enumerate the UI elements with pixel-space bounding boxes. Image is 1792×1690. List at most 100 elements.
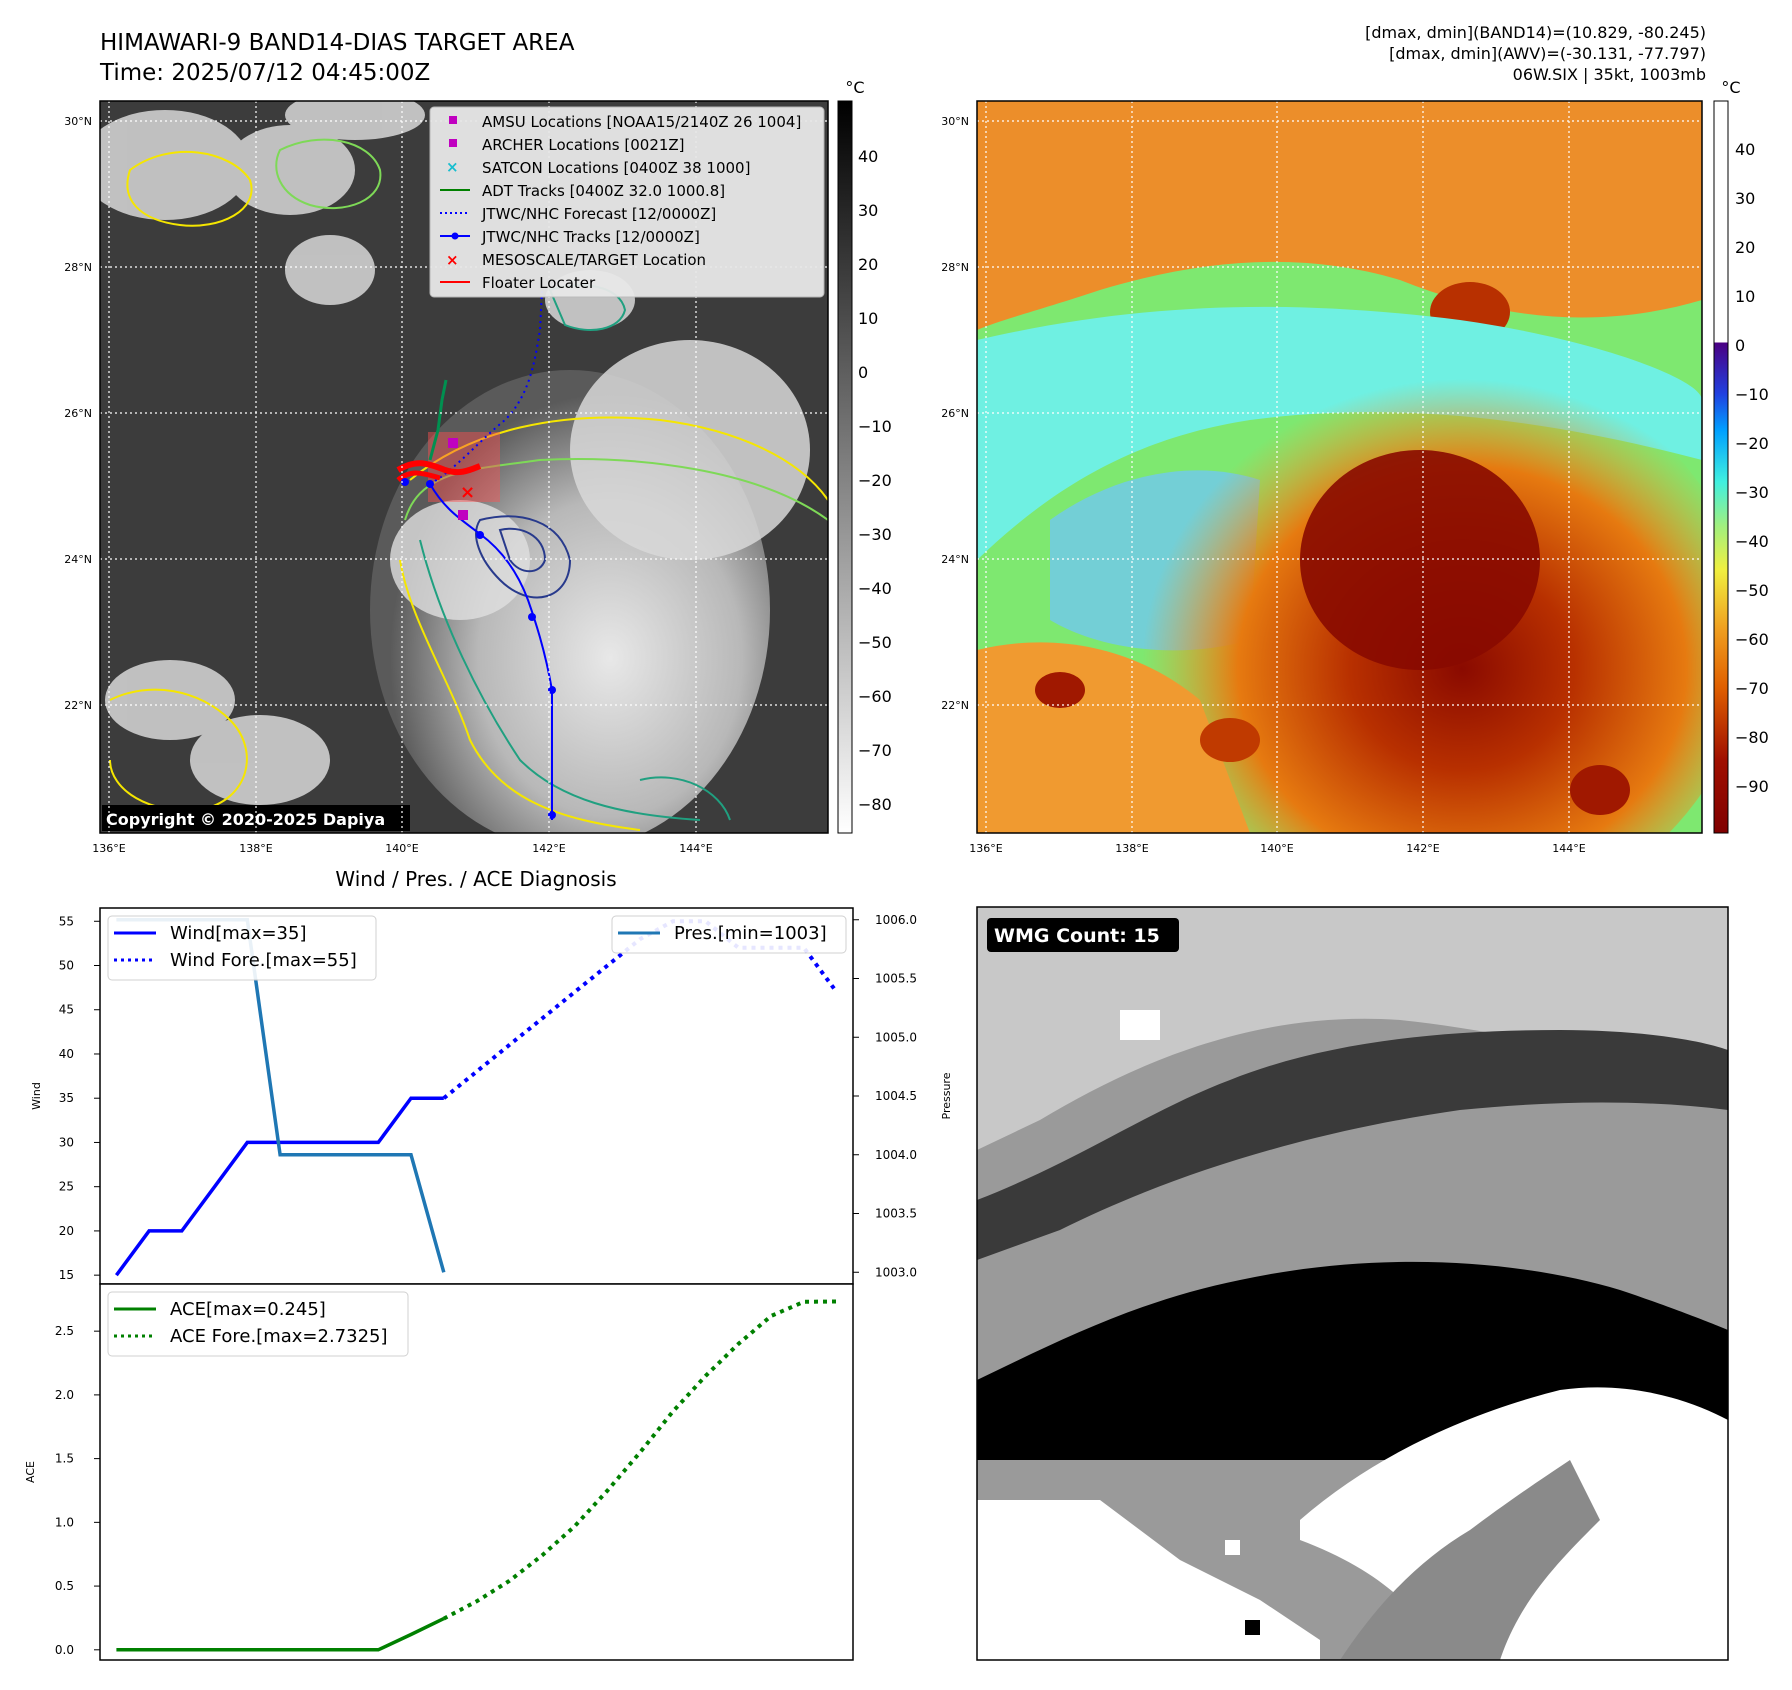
wmg-panel: WMG Count: 15 xyxy=(976,906,1729,1661)
svg-text:−50: −50 xyxy=(1735,581,1769,600)
wind-axis-label: Wind xyxy=(30,1082,43,1110)
svg-text:22°N: 22°N xyxy=(64,699,92,712)
y-tick-label: 1.5 xyxy=(55,1452,74,1466)
svg-text:−60: −60 xyxy=(858,687,892,706)
svg-text:−80: −80 xyxy=(858,795,892,814)
archer-marker xyxy=(458,510,468,520)
svg-text:140°E: 140°E xyxy=(385,842,418,855)
map2-colorbar xyxy=(1713,100,1729,834)
ir-color-map: 30°N 28°N 26°N 24°N 22°N 136°E 138°E 140… xyxy=(941,78,1769,855)
y-tick-label: 40 xyxy=(59,1047,74,1061)
ace-axis-label: ACE xyxy=(24,1461,37,1483)
map2-colorbar-ticks: 40 30 20 10 0 −10 −20 −30 −40 −50 −60 −7… xyxy=(1735,140,1769,796)
legend-ace-forecast: ACE Fore.[max=2.7325] xyxy=(170,1326,388,1347)
legend-target: MESOSCALE/TARGET Location xyxy=(482,251,706,269)
svg-text:−60: −60 xyxy=(1735,630,1769,649)
svg-text:10: 10 xyxy=(1735,287,1755,306)
y-tick-label: 1.0 xyxy=(55,1515,74,1529)
svg-text:26°N: 26°N xyxy=(64,407,92,420)
y2-tick-label: 1003.0 xyxy=(875,1265,917,1279)
legend-satcon: SATCON Locations [0400Z 38 1000] xyxy=(482,159,750,177)
target-marker: × xyxy=(460,482,475,503)
wmg-badge-text: WMG Count: 15 xyxy=(994,925,1160,947)
svg-text:−30: −30 xyxy=(1735,483,1769,502)
legend-ace: ACE[max=0.245] xyxy=(170,1299,326,1320)
legend-jtwc-forecast: JTWC/NHC Forecast [12/0000Z] xyxy=(481,205,716,223)
svg-text:20: 20 xyxy=(858,255,878,274)
legend-floater: Floater Locater xyxy=(482,274,596,292)
y-tick-label: 0.5 xyxy=(55,1579,74,1593)
map1-tracks xyxy=(396,289,553,820)
svg-text:30: 30 xyxy=(1735,189,1755,208)
svg-text:24°N: 24°N xyxy=(941,553,969,566)
svg-text:142°E: 142°E xyxy=(1406,842,1439,855)
svg-text:40: 40 xyxy=(1735,140,1755,159)
ace-y-ticks: 0.0 0.5 1.0 1.5 2.0 2.5 xyxy=(55,1324,100,1657)
map2-lat-labels: 30°N 28°N 26°N 24°N 22°N xyxy=(941,115,969,712)
svg-text:142°E: 142°E xyxy=(532,842,565,855)
pressure-y-ticks: 1003.0 1003.5 1004.0 1004.5 1005.0 1005.5 1006… xyxy=(853,913,917,1279)
figure-title-line1: HIMAWARI-9 BAND14-DIAS TARGET AREA xyxy=(100,30,575,56)
info-line3: 06W.SIX | 35kt, 1003mb xyxy=(1513,65,1706,84)
y2-tick-label: 1005.5 xyxy=(875,972,917,986)
svg-text:136°E: 136°E xyxy=(92,842,125,855)
pressure-legend: Pres.[min=1003] xyxy=(611,915,847,954)
map1-lon-labels: 136°E 138°E 140°E 142°E 144°E xyxy=(92,842,712,855)
map1-colorbar xyxy=(837,100,853,834)
copyright-text: Copyright © 2020-2025 Dapiya xyxy=(106,810,385,829)
svg-text:−40: −40 xyxy=(858,579,892,598)
svg-text:−90: −90 xyxy=(1735,777,1769,796)
y2-tick-label: 1004.5 xyxy=(875,1089,917,1103)
amsu-marker xyxy=(448,438,458,448)
svg-text:20: 20 xyxy=(1735,238,1755,257)
svg-text:−80: −80 xyxy=(1735,728,1769,747)
info-line1: [dmax, dmin](BAND14)=(10.829, -80.245) xyxy=(1365,23,1706,42)
svg-text:40: 40 xyxy=(858,147,878,166)
y2-tick-label: 1003.5 xyxy=(875,1207,917,1221)
ace-series-group xyxy=(116,1299,837,1652)
svg-text:−10: −10 xyxy=(858,417,892,436)
info-line2: [dmax, dmin](AWV)=(-30.131, -77.797) xyxy=(1389,44,1706,63)
svg-text:−20: −20 xyxy=(858,471,892,490)
svg-text:24°N: 24°N xyxy=(64,553,92,566)
svg-text:×: × xyxy=(446,251,459,269)
legend-wind-forecast: Wind Fore.[max=55] xyxy=(170,950,357,971)
legend-jtwc-tracks: JTWC/NHC Tracks [12/0000Z] xyxy=(481,228,700,246)
map2-lon-labels: 136°E 138°E 140°E 142°E 144°E xyxy=(969,842,1585,855)
diagnosis-title: Wind / Pres. / ACE Diagnosis xyxy=(335,867,616,891)
pressure-axis-label: Pressure xyxy=(940,1072,953,1119)
svg-text:28°N: 28°N xyxy=(64,261,92,274)
svg-text:0: 0 xyxy=(1735,336,1745,355)
ace-chart: ACE 0.0 0.5 1.0 1.5 2.0 2.5 ACE[max=0.245] AC… xyxy=(24,1283,854,1661)
map1-contours xyxy=(109,138,828,831)
y-tick-label: 0.0 xyxy=(55,1643,74,1657)
svg-text:−50: −50 xyxy=(858,633,892,652)
svg-text:26°N: 26°N xyxy=(941,407,969,420)
svg-text:−70: −70 xyxy=(1735,679,1769,698)
svg-text:0: 0 xyxy=(858,363,868,382)
svg-text:28°N: 28°N xyxy=(941,261,969,274)
svg-text:−40: −40 xyxy=(1735,532,1769,551)
svg-text:10: 10 xyxy=(858,309,878,328)
wmg-badge xyxy=(987,918,1179,952)
map1-lat-labels: 30°N 28°N 26°N 24°N 22°N xyxy=(64,115,92,712)
y-tick-label: 55 xyxy=(59,914,74,928)
map2-colorbar-unit: °C xyxy=(1721,78,1740,97)
y-tick-label: 15 xyxy=(59,1268,74,1282)
figure-title-line2: Time: 2025/07/12 04:45:00Z xyxy=(99,60,430,86)
y-tick-label: 35 xyxy=(59,1091,74,1105)
ir-gray-map: × Copyright © 2020-2025 Dapiya AMSU Loca… xyxy=(64,78,892,855)
map2-gridlines xyxy=(977,101,1702,833)
series-line-0 xyxy=(116,1617,445,1652)
svg-text:30: 30 xyxy=(858,201,878,220)
svg-text:22°N: 22°N xyxy=(941,699,969,712)
svg-text:138°E: 138°E xyxy=(239,842,272,855)
legend-archer: ARCHER Locations [0021Z] xyxy=(482,136,685,154)
y-tick-label: 50 xyxy=(59,959,74,973)
map1-colorbar-unit: °C xyxy=(845,78,864,97)
svg-text:−30: −30 xyxy=(858,525,892,544)
y2-tick-label: 1006.0 xyxy=(875,913,917,927)
svg-text:30°N: 30°N xyxy=(64,115,92,128)
